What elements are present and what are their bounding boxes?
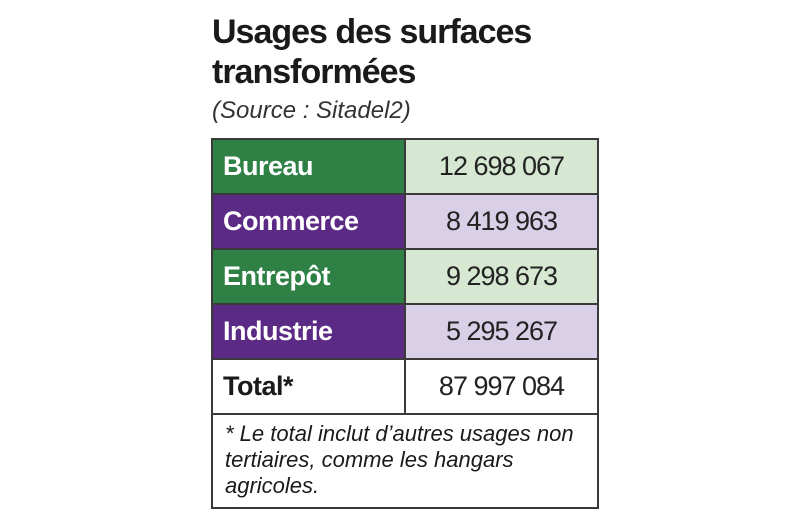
footnote: * Le total inclut d’autres usages non te… bbox=[225, 421, 574, 498]
row-value-entrepot: 9 298 673 bbox=[406, 250, 597, 303]
row-label-commerce: Commerce bbox=[213, 195, 406, 248]
surface-usage-table: Bureau 12 698 067 Commerce 8 419 963 Ent… bbox=[211, 138, 599, 509]
row-label-industrie: Industrie bbox=[213, 305, 406, 358]
table-row: Commerce 8 419 963 bbox=[213, 195, 597, 250]
table-row: Bureau 12 698 067 bbox=[213, 140, 597, 195]
page-title: Usages des surfaces transformées bbox=[212, 13, 532, 91]
row-value-commerce: 8 419 963 bbox=[406, 195, 597, 248]
row-value-industrie: 5 295 267 bbox=[406, 305, 597, 358]
row-label-entrepot: Entrepôt bbox=[213, 250, 406, 303]
table-row: Entrepôt 9 298 673 bbox=[213, 250, 597, 305]
table-row-total: Total* 87 997 084 bbox=[213, 360, 597, 415]
source-caption: (Source : Sitadel2) bbox=[212, 97, 411, 124]
row-label-bureau: Bureau bbox=[213, 140, 406, 193]
table-row: Industrie 5 295 267 bbox=[213, 305, 597, 360]
total-value: 87 997 084 bbox=[406, 360, 597, 413]
total-label: Total* bbox=[213, 360, 406, 413]
row-value-bureau: 12 698 067 bbox=[406, 140, 597, 193]
